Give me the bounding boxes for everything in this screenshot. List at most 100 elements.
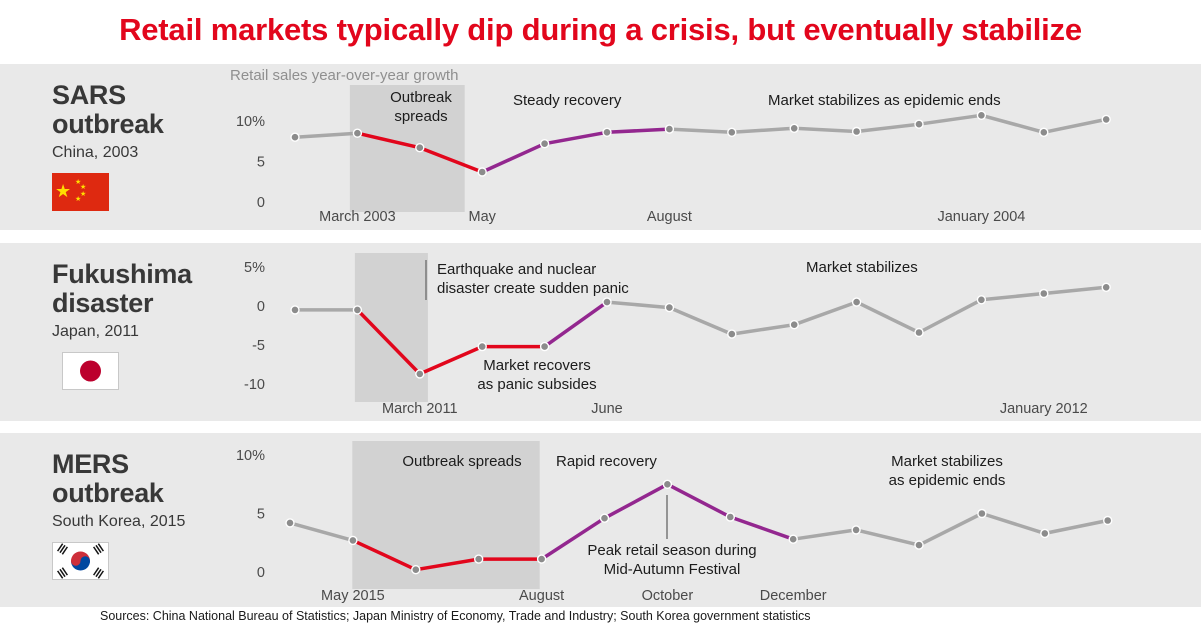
- data-point: [727, 329, 737, 339]
- data-point: [851, 525, 861, 535]
- annotation: Market stabilizes as epidemic ends: [768, 92, 1001, 109]
- data-point: [789, 123, 799, 134]
- data-point: [1040, 528, 1050, 539]
- annotation: Steady recovery: [513, 92, 622, 109]
- line-segment-outbreak: [351, 538, 544, 572]
- y-tick-label: 5: [257, 155, 265, 171]
- data-point: [536, 554, 547, 564]
- x-tick-label: January 2004: [937, 209, 1025, 225]
- data-point: [851, 126, 862, 137]
- annotation: Market stabilizes as epidemic ends: [889, 453, 1006, 489]
- data-point: [352, 128, 363, 138]
- line-segment-pre-crisis: [293, 131, 360, 139]
- annotation: Peak retail season during Mid-Autumn Fest…: [587, 542, 756, 578]
- line-segment-recovery: [542, 300, 609, 349]
- svg-text:★: ★: [80, 183, 86, 191]
- flag-field: [52, 173, 109, 212]
- x-tick-label: December: [760, 588, 827, 604]
- annotation: Rapid recovery: [556, 453, 657, 470]
- event-panel-fukushima: Fukushima disaster Japan, 2011: [52, 259, 224, 391]
- data-point: [602, 127, 612, 138]
- chart-row-mers-outbreak: MERS outbreak South Korea, 2015: [0, 433, 1201, 607]
- data-point: [727, 127, 737, 138]
- data-point: [415, 369, 425, 379]
- y-tick-label: 10%: [236, 448, 265, 464]
- y-tick-label: 10%: [236, 114, 265, 130]
- event-location: Japan, 2011: [52, 323, 139, 341]
- flag-sun-disc: [80, 360, 101, 382]
- y-tick-label: 5: [257, 507, 265, 523]
- data-point: [977, 508, 987, 519]
- annotation: Earthquake and nuclear disaster create su…: [437, 261, 629, 297]
- data-point: [851, 297, 862, 307]
- data-point: [976, 110, 987, 120]
- sources-note: Sources: China National Bureau of Statis…: [100, 609, 811, 623]
- annotation: Market recovers as panic subsides: [477, 357, 596, 393]
- data-point: [664, 302, 675, 313]
- data-point: [1039, 288, 1049, 299]
- data-point: [976, 295, 987, 305]
- chart-row-sars-outbreak: SARS outbreak China, 2003 ★ ★ ★ ★ ★ Reta…: [0, 64, 1201, 230]
- sars-line-chart: Retail sales year-over-year growth 10% 5 0 M…: [230, 67, 1111, 225]
- data-point: [415, 142, 425, 153]
- annotation: Outbreak spreads: [402, 453, 521, 470]
- event-panel-sars: SARS outbreak China, 2003 ★ ★ ★ ★ ★: [52, 80, 224, 212]
- line-segment-stabilized: [667, 113, 1108, 135]
- x-tick-label: May 2015: [321, 588, 385, 604]
- japan-flag: [62, 352, 119, 391]
- event-panel-mers: MERS outbreak South Korea, 2015: [52, 449, 224, 581]
- data-point: [914, 327, 924, 338]
- crisis-shaded-region: [354, 253, 428, 402]
- y-tick-label: 0: [257, 195, 265, 211]
- data-point: [599, 513, 610, 523]
- data-point: [1101, 114, 1111, 125]
- data-point: [477, 167, 487, 177]
- data-point: [1039, 127, 1049, 138]
- crisis-shaded-region: [349, 85, 465, 212]
- data-point: [285, 518, 295, 528]
- event-name: Fukushima disaster: [52, 259, 192, 319]
- data-point: [348, 535, 358, 546]
- page-title: Retail markets typically dip during a cr…: [119, 12, 1082, 47]
- line-segment-stabilized: [605, 285, 1108, 336]
- x-tick-label: June: [591, 401, 622, 417]
- data-point: [539, 341, 550, 352]
- chart-row-fukushima-disaster: Fukushima disaster Japan, 2011 5% 0 -5 -10 M…: [0, 243, 1201, 421]
- event-location: China, 2003: [52, 144, 139, 162]
- event-location: South Korea, 2015: [52, 513, 186, 531]
- data-point: [662, 479, 673, 489]
- line-segment-stabilized: [791, 511, 1110, 547]
- data-point: [602, 297, 612, 307]
- data-point: [664, 124, 675, 134]
- y-tick-label: -5: [252, 338, 265, 354]
- event-name: MERS outbreak: [52, 449, 164, 509]
- svg-text:★: ★: [75, 195, 81, 203]
- y-tick-label: -10: [244, 377, 265, 393]
- svg-text:★: ★: [75, 178, 81, 186]
- svg-text:★: ★: [55, 181, 71, 201]
- data-point: [477, 341, 487, 352]
- line-segment-pre-crisis: [288, 521, 355, 543]
- x-tick-label: August: [519, 588, 564, 604]
- y-tick-label: 0: [257, 565, 265, 581]
- svg-text:★: ★: [80, 190, 86, 198]
- y-tick-label: 0: [257, 299, 265, 315]
- mers-line-chart: 10% 5 0 May 2015 August October December Outbre…: [236, 441, 1113, 604]
- data-point: [473, 554, 484, 564]
- data-point: [914, 540, 924, 550]
- data-point: [1103, 515, 1113, 526]
- flag-stars: ★ ★ ★ ★ ★: [55, 178, 86, 203]
- data-point: [411, 564, 421, 575]
- axis-title: Retail sales year-over-year growth: [230, 67, 458, 84]
- data-point: [539, 138, 550, 149]
- data-point: [789, 319, 799, 330]
- line-segment-recovery: [480, 127, 672, 174]
- china-flag: ★ ★ ★ ★ ★: [52, 173, 109, 212]
- x-tick-label: March 2003: [319, 209, 396, 225]
- event-name: SARS outbreak: [52, 80, 164, 140]
- x-tick-label: May: [468, 209, 496, 225]
- y-tick-label: 5%: [244, 260, 265, 276]
- annotation: Market stabilizes: [806, 259, 918, 276]
- line-segment-disaster: [355, 308, 547, 376]
- x-tick-label: October: [642, 588, 694, 604]
